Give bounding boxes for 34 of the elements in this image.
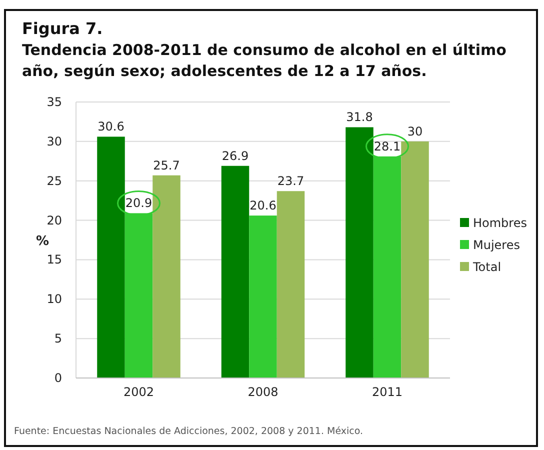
data-label: 20.6 [250, 198, 276, 213]
legend-label: Total [472, 260, 502, 274]
bar [221, 166, 250, 378]
data-label: 26.9 [222, 148, 249, 163]
legend-label: Mujeres [473, 238, 520, 252]
y-axis-title: % [36, 234, 50, 249]
y-tick-label: 5 [54, 332, 62, 346]
y-tick-label: 10 [46, 292, 62, 306]
source-note: Fuente: Encuestas Nacionales de Adicciones, 2002, 2008 y 2011. México. [14, 426, 364, 437]
data-label: 30.6 [98, 120, 124, 134]
y-tick-label: 15 [46, 252, 62, 267]
data-label: 20.9 [125, 196, 152, 210]
x-tick-label: 2002 [123, 385, 154, 399]
y-tick-label: 0 [54, 371, 62, 385]
y-tick-label: 35 [46, 95, 62, 109]
bar [249, 216, 277, 378]
data-label: 28.1 [374, 139, 401, 154]
y-tick-label: 30 [46, 134, 62, 148]
y-tick-label: 25 [46, 174, 62, 188]
x-tick-label: 2011 [372, 385, 403, 399]
chart-title: Figura 7. [22, 19, 103, 38]
chart-subtitle: Tendencia 2008-2011 de consumo de alcohol en el último año, según sexo; adolescentes de 12 a 17 años. [22, 41, 506, 80]
x-tick-label: 2008 [248, 385, 278, 399]
data-label: 30 [407, 124, 423, 138]
bar [401, 141, 429, 378]
data-label: 23.7 [277, 174, 304, 188]
bar [276, 191, 305, 378]
bar [152, 175, 180, 378]
data-label: 31.8 [346, 110, 373, 124]
bar [346, 127, 374, 378]
bar [97, 136, 125, 378]
data-label: 25.7 [153, 158, 180, 172]
legend-label: Hombres [473, 216, 527, 230]
y-tick-label: 20 [46, 213, 62, 228]
